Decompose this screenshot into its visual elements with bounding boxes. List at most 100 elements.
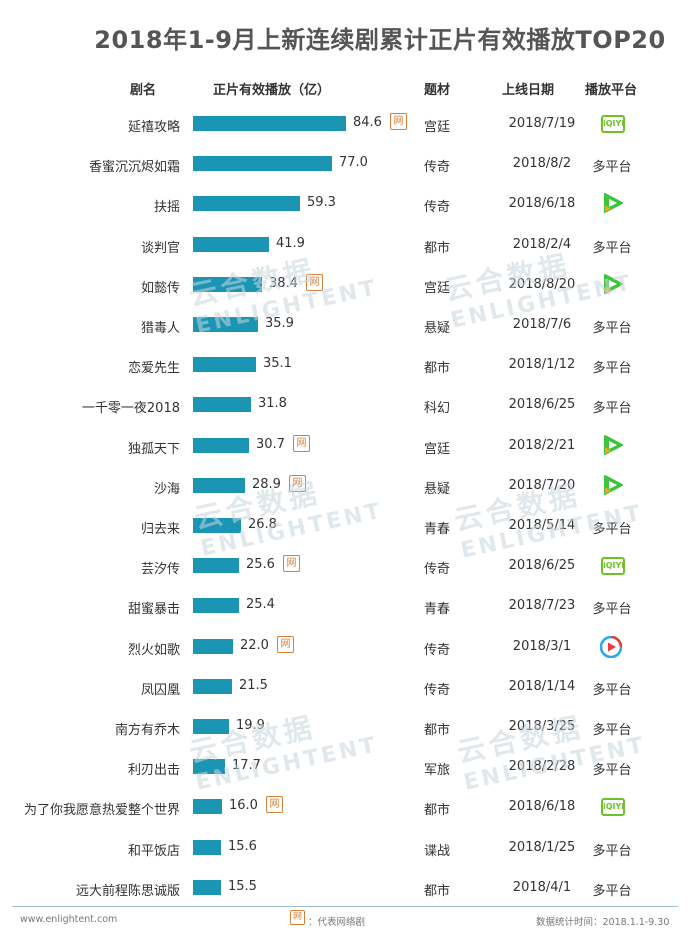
header-date: 上线日期 (502, 83, 555, 98)
drama-name: 烈火如歌 (127, 642, 180, 658)
release-date: 2018/6/18 (508, 799, 576, 815)
web-drama-badge: 网 (277, 635, 294, 653)
table-row: 和平饭店 15.6 谍战 2018/1/25 多平台 (0, 829, 690, 869)
iqiyi-icon: iQIYI (601, 798, 625, 817)
platform-text: 多平台 (592, 843, 632, 859)
value-label: 25.4 (246, 597, 275, 613)
drama-name: 猎毒人 (140, 321, 180, 336)
bar (193, 759, 225, 775)
iqiyi-icon: iQIYI (601, 115, 625, 133)
table-row: 芸汐传 25.6 网 传奇 2018/6/25 iQIYI (0, 547, 690, 587)
drama-name: 利刃出击 (127, 763, 180, 779)
platform-text: 多平台 (592, 522, 632, 537)
table-row: 恋爱先生 35.1 都市 2018/1/12 多平台 (0, 346, 690, 386)
bar (193, 317, 258, 332)
iqiyi-icon: iQIYI (601, 557, 625, 576)
release-date: 2018/8/2 (512, 156, 572, 172)
drama-name: 独孤天下 (127, 441, 180, 457)
tencent-video-icon (602, 193, 624, 217)
release-date: 2018/4/1 (512, 879, 572, 895)
table-row: 远大前程陈思诚版 15.5 都市 2018/4/1 多平台 (0, 869, 690, 909)
value-label: 15.5 (228, 878, 257, 894)
release-date: 2018/7/23 (508, 598, 576, 614)
genre: 传奇 (424, 562, 451, 578)
bar (193, 236, 269, 252)
drama-name: 和平饭店 (127, 843, 180, 859)
genre: 都市 (424, 883, 451, 899)
youku-icon (599, 635, 623, 662)
platform-text: 多平台 (592, 682, 632, 698)
table-row: 延禧攻略 84.6 网 宫廷 2018/7/19 iQIYI (0, 105, 690, 145)
drama-name: 谈判官 (140, 240, 180, 256)
value-label: 41.9 (276, 235, 305, 251)
bar (193, 558, 239, 574)
genre: 传奇 (424, 642, 451, 658)
genre: 军旅 (424, 763, 451, 779)
genre: 青春 (424, 522, 451, 537)
platform-text: 多平台 (592, 240, 632, 256)
table-row: 猎毒人 35.9 悬疑 2018/7/6 多平台 (0, 306, 690, 346)
drama-name: 沙海 (153, 481, 180, 497)
tencent-video-icon (602, 273, 624, 298)
header-name: 剧名 (130, 83, 157, 98)
release-date: 2018/6/18 (508, 196, 576, 212)
genre: 宫廷 (424, 441, 451, 457)
drama-name: 远大前程陈思诚版 (75, 883, 180, 899)
web-drama-badge: 网 (266, 796, 283, 814)
release-date: 2018/1/14 (508, 678, 576, 694)
table-row: 为了你我愿意热爱整个世界 16.0 网 都市 2018/6/18 iQIYI (0, 788, 690, 828)
platform-text: 多平台 (592, 401, 632, 417)
bar (193, 156, 332, 172)
value-label: 38.4 (269, 275, 298, 291)
platform-text: 多平台 (592, 602, 632, 618)
tencent-video-icon (602, 474, 624, 499)
release-date: 2018/2/4 (512, 236, 572, 252)
release-date: 2018/7/19 (508, 116, 576, 131)
drama-name: 为了你我愿意热爱整个世界 (23, 803, 180, 819)
genre: 科幻 (424, 401, 451, 417)
drama-name: 芸汐传 (140, 562, 180, 578)
value-label: 15.6 (228, 838, 257, 854)
footer-period: 数据统计时间：2018.1.1-9.30 (536, 917, 670, 928)
bar (193, 276, 262, 292)
drama-name: 归去来 (140, 522, 180, 537)
release-date: 2018/1/25 (508, 839, 576, 855)
value-label: 59.3 (307, 195, 336, 211)
genre: 宫廷 (424, 280, 451, 296)
table-row: 如懿传 38.4 网 宫廷 2018/8/20 (0, 266, 690, 306)
genre: 传奇 (424, 160, 451, 176)
table-row: 烈火如歌 22.0 网 传奇 2018/3/1 (0, 628, 690, 668)
platform-text: 多平台 (592, 723, 632, 738)
drama-name: 香蜜沉沉烬如霜 (88, 160, 180, 176)
table-row: 归去来 26.8 青春 2018/5/14 多平台 (0, 507, 690, 547)
value-label: 17.7 (232, 758, 261, 774)
table-row: 甜蜜暴击 25.4 青春 2018/7/23 多平台 (0, 587, 690, 627)
bar (193, 116, 346, 131)
genre: 谍战 (424, 843, 451, 859)
value-label: 19.9 (236, 718, 265, 733)
bar (193, 196, 300, 212)
footer-divider (12, 906, 678, 907)
genre: 悬疑 (424, 321, 451, 336)
genre: 悬疑 (424, 481, 451, 497)
platform-text: 多平台 (592, 321, 632, 336)
table-row: 独孤天下 30.7 网 宫廷 2018/2/21 (0, 427, 690, 467)
bar (193, 839, 221, 855)
chart-title: 2018年1-9月上新连续剧累计正片有效播放TOP20 (94, 26, 666, 54)
value-label: 35.1 (263, 356, 292, 372)
header-genre: 题材 (424, 83, 451, 98)
value-label: 26.8 (248, 517, 277, 532)
release-date: 2018/3/1 (512, 638, 572, 654)
drama-name: 甜蜜暴击 (127, 602, 180, 618)
value-label: 84.6 (353, 115, 382, 130)
value-label: 35.9 (265, 316, 294, 331)
web-drama-badge: 网 (283, 555, 300, 573)
bar (193, 598, 239, 614)
release-date: 2018/2/28 (508, 759, 576, 775)
bar (193, 437, 249, 453)
value-label: 22.0 (240, 637, 269, 653)
genre: 传奇 (424, 682, 451, 698)
release-date: 2018/2/21 (508, 437, 576, 453)
genre: 都市 (424, 723, 451, 738)
table-row: 谈判官 41.9 都市 2018/2/4 多平台 (0, 226, 690, 266)
